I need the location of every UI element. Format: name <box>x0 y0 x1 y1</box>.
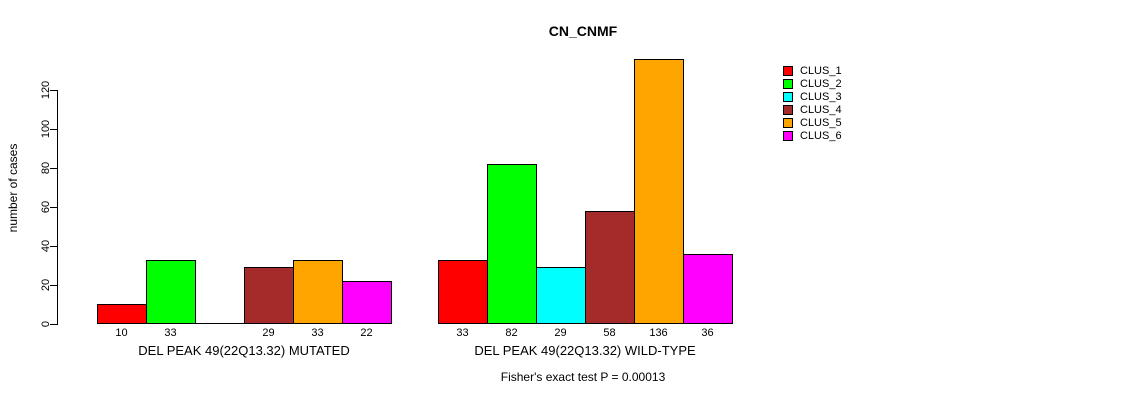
y-tick-label: 60 <box>40 200 52 214</box>
y-tick-label: 80 <box>40 161 52 175</box>
legend-label: CLUS_3 <box>800 90 842 103</box>
bar-clus_4-group1 <box>244 267 294 324</box>
legend-swatch-clus_5 <box>783 117 793 128</box>
y-tick <box>50 129 58 130</box>
y-tick <box>50 246 58 247</box>
bar-clus_3-group1-zero <box>195 323 245 324</box>
bar-count-label: 82 <box>505 327 518 339</box>
legend-item-clus_1: CLUS_1 <box>783 64 842 77</box>
bar-count-label: 58 <box>603 327 616 339</box>
bar-count-label: 136 <box>649 327 668 339</box>
legend-swatch-clus_3 <box>783 91 793 102</box>
legend-swatch-clus_2 <box>783 78 793 89</box>
legend-label: CLUS_2 <box>800 77 842 90</box>
y-tick-label: 0 <box>40 320 52 328</box>
bar-count-label: 22 <box>360 327 373 339</box>
legend: CLUS_1 CLUS_2 CLUS_3 CLUS_4 CLUS_5 CLUS_6 <box>783 64 842 142</box>
legend-swatch-clus_4 <box>783 104 793 115</box>
bar-clus_4-group2 <box>585 211 635 324</box>
legend-item-clus_2: CLUS_2 <box>783 77 842 90</box>
fisher-test-annotation: Fisher's exact test P = 0.00013 <box>500 370 666 384</box>
bar-clus_6-group1 <box>342 281 392 324</box>
bar-clus_1-group1 <box>97 304 147 324</box>
legend-item-clus_5: CLUS_5 <box>783 116 842 129</box>
bar-count-label: 33 <box>456 327 469 339</box>
y-tick-label: 20 <box>40 278 52 292</box>
legend-label: CLUS_4 <box>800 103 842 116</box>
bar-count-label: 33 <box>164 327 177 339</box>
y-tick <box>50 207 58 208</box>
legend-label: CLUS_1 <box>800 64 842 77</box>
group-label-2: DEL PEAK 49(22Q13.32) WILD-TYPE <box>474 343 696 358</box>
y-tick-label: 40 <box>40 239 52 253</box>
bar-clus_2-group2 <box>487 164 537 324</box>
group-label-1: DEL PEAK 49(22Q13.32) MUTATED <box>138 343 350 358</box>
legend-swatch-clus_1 <box>783 65 793 76</box>
bar-clus_6-group2 <box>683 254 733 324</box>
y-tick <box>50 168 58 169</box>
bar-clus_3-group2 <box>536 267 586 324</box>
bar-count-label: 36 <box>701 327 714 339</box>
legend-item-clus_4: CLUS_4 <box>783 103 842 116</box>
legend-label: CLUS_6 <box>800 129 842 142</box>
legend-item-clus_6: CLUS_6 <box>783 129 842 142</box>
bar-count-label: 29 <box>262 327 275 339</box>
y-tick <box>50 324 58 325</box>
bar-clus_1-group2 <box>438 260 488 324</box>
bar-clus_5-group2 <box>634 59 684 324</box>
legend-swatch-clus_6 <box>783 130 793 141</box>
bar-clus_5-group1 <box>293 260 343 324</box>
y-tick-label: 100 <box>40 119 52 139</box>
legend-label: CLUS_5 <box>800 116 842 129</box>
bar-count-label: 10 <box>115 327 128 339</box>
bar-clus_2-group1 <box>146 260 196 324</box>
legend-item-clus_3: CLUS_3 <box>783 90 842 103</box>
y-axis-label: number of cases <box>6 143 20 233</box>
bar-count-label: 33 <box>311 327 324 339</box>
chart-title: CN_CNMF <box>548 23 618 39</box>
y-tick <box>50 285 58 286</box>
y-tick-label: 120 <box>40 80 52 100</box>
y-tick <box>50 90 58 91</box>
bar-count-label: 29 <box>554 327 567 339</box>
